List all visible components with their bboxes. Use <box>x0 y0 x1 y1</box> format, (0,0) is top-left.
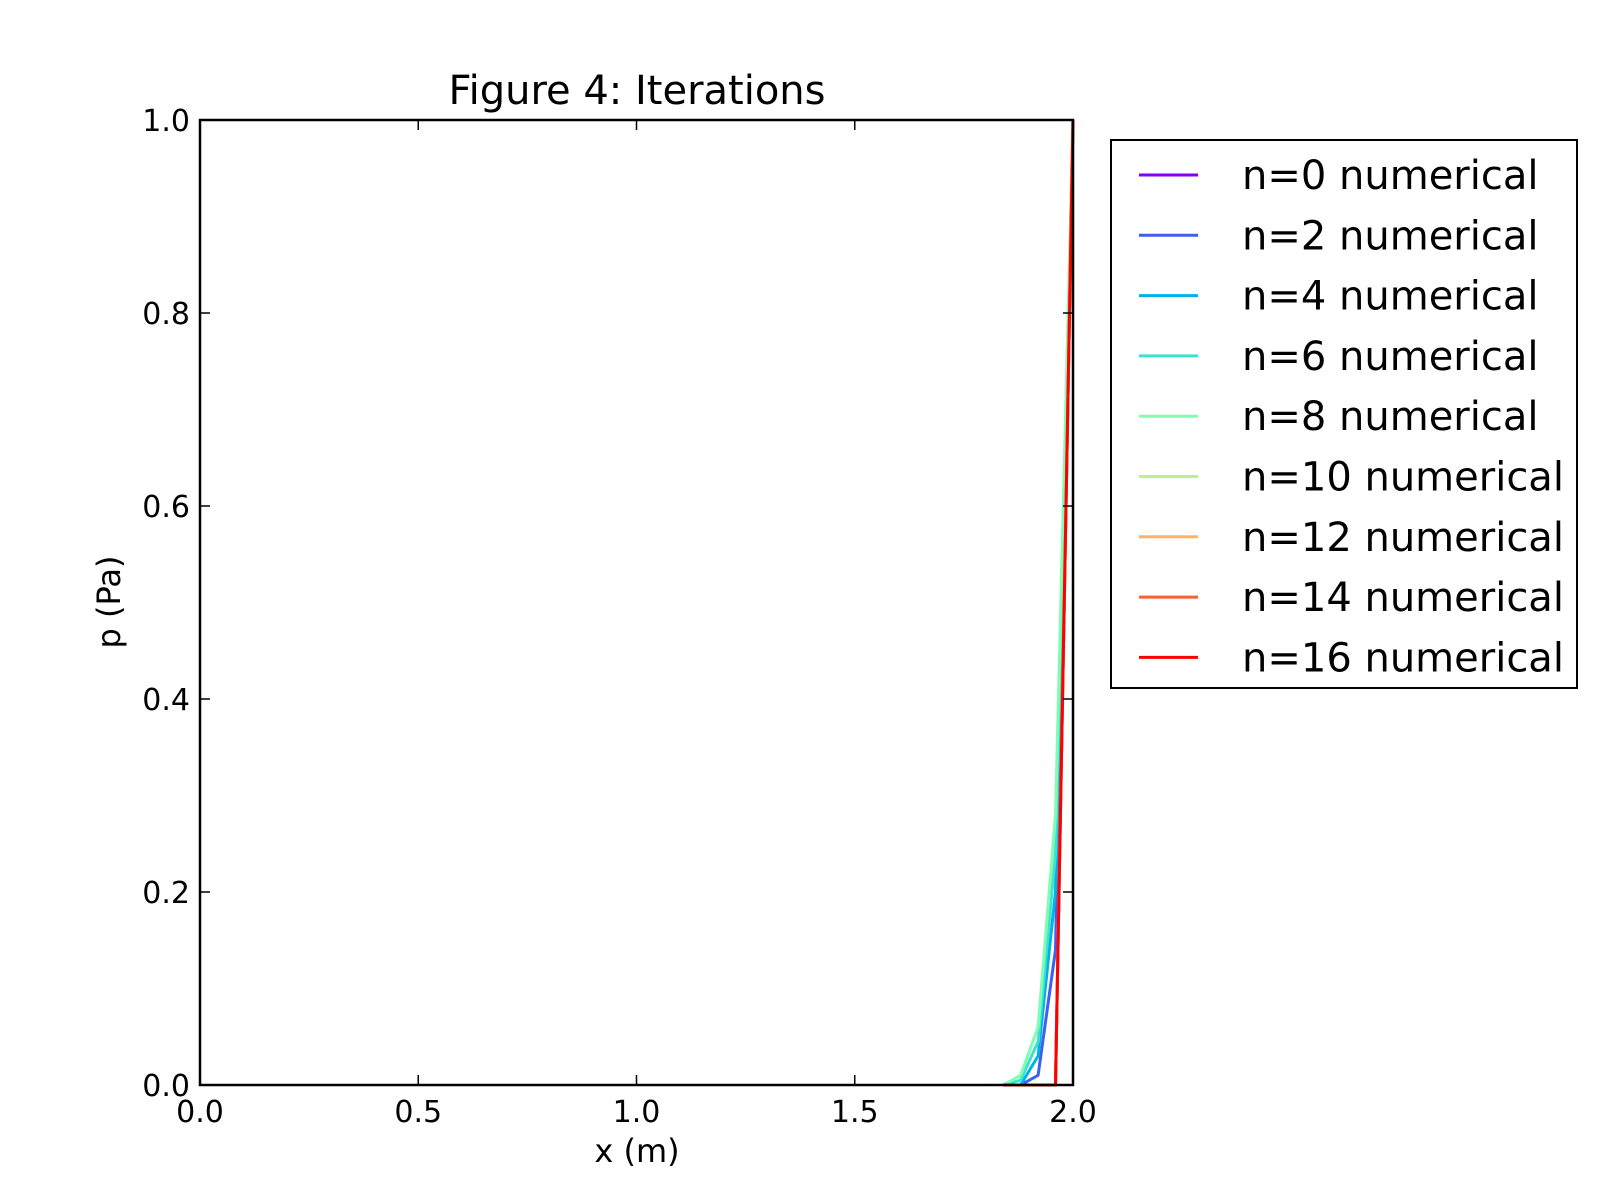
legend-label-0: n=0 numerical <box>1242 153 1538 199</box>
y-tick-label-3: 0.6 <box>142 490 190 525</box>
legend-label-3: n=6 numerical <box>1242 334 1538 380</box>
legend-label-4: n=8 numerical <box>1242 394 1538 440</box>
legend-label-6: n=12 numerical <box>1242 515 1564 561</box>
axis-ticks <box>199 119 1074 1086</box>
plot-frame <box>198 118 1075 1087</box>
legend-label-5: n=10 numerical <box>1242 455 1564 501</box>
y-tick-label-0: 0.0 <box>142 1069 190 1104</box>
x-tick-label-3: 1.5 <box>831 1095 879 1130</box>
x-axis-label: x (m) <box>594 1132 679 1170</box>
plot-lines <box>1002 119 1075 1087</box>
legend-label-7: n=14 numerical <box>1242 575 1564 621</box>
legend: n=0 numerical n=2 numerical n=4 numerical n… <box>1110 139 1578 689</box>
y-tick-label-5: 1.0 <box>142 104 190 139</box>
y-axis-label: p (Pa) <box>90 556 128 649</box>
y-tick-label-2: 0.4 <box>142 683 190 718</box>
axis-tick-labels: 0.0 0.5 1.0 1.5 2.0 0.0 0.2 0.4 0.6 0.8 1.0 <box>142 104 1097 1130</box>
legend-label-8: n=16 numerical <box>1242 635 1564 681</box>
x-tick-label-4: 2.0 <box>1049 1095 1097 1130</box>
legend-label-2: n=4 numerical <box>1242 274 1538 320</box>
x-tick-label-1: 0.5 <box>394 1095 442 1130</box>
series-line-3 <box>1002 119 1075 1087</box>
y-tick-label-4: 0.8 <box>142 297 190 332</box>
legend-label-1: n=2 numerical <box>1242 213 1538 259</box>
series-line-4 <box>1002 119 1075 1087</box>
x-tick-label-0: 0.0 <box>176 1095 224 1130</box>
chart-title: Figure 4: Iterations <box>449 68 826 114</box>
x-tick-label-2: 1.0 <box>613 1095 661 1130</box>
y-tick-label-1: 0.2 <box>142 876 190 911</box>
